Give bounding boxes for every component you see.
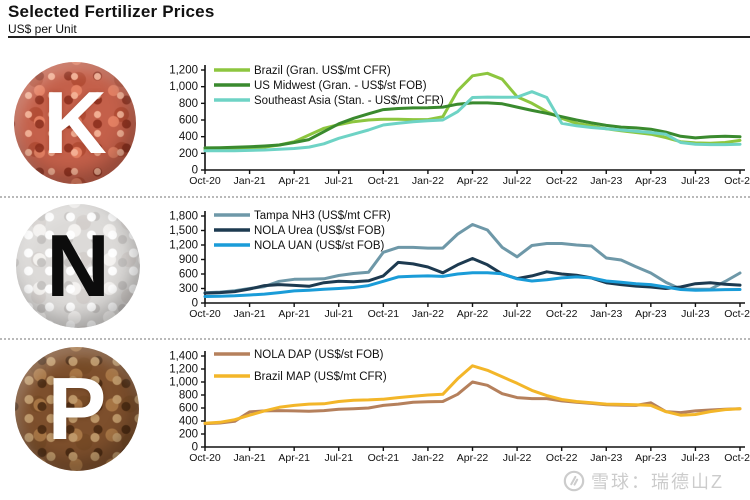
- legend-label-tampa-nh3-us-mt-cfr: Tampa NH3 (US$/mt CFR): [254, 210, 391, 222]
- legend-label-nola-uan-us-st-fob: NOLA UAN (US$/st FOB): [254, 240, 385, 252]
- x-tick-label: Oct-21: [368, 308, 400, 320]
- x-tick-label: Apr-22: [457, 452, 489, 464]
- x-tick-label: Jan-21: [234, 308, 266, 320]
- x-tick-label: Oct-22: [546, 452, 578, 464]
- x-tick-label: Apr-22: [457, 175, 489, 187]
- y-tick-label: 600: [179, 403, 198, 415]
- x-tick-label: Oct-23: [724, 452, 750, 464]
- x-tick-label: Jul-21: [324, 308, 353, 320]
- y-tick-label: 0: [192, 442, 198, 454]
- y-tick-label: 1,800: [169, 211, 198, 223]
- x-tick-label: Oct-22: [546, 308, 578, 320]
- potash-letter: K: [43, 73, 107, 172]
- y-tick-label: 200: [179, 148, 198, 160]
- x-tick-label: Oct-20: [189, 308, 221, 320]
- potash-sample-photo: K: [14, 62, 136, 184]
- y-tick-label: 0: [192, 165, 198, 177]
- potash-price-chart: 0 200 400 600 800 1,000 1,200 Oct-20 Jan-21 Apr-2…: [169, 65, 750, 188]
- x-tick-label: Apr-23: [635, 452, 667, 464]
- x-tick-label: Jul-22: [503, 308, 532, 320]
- legend-label-brazil-gran-us-mt-cfr: Brazil (Gran. US$/mt CFR): [254, 65, 391, 77]
- x-tick-label: Jul-23: [681, 308, 710, 320]
- y-tick-label: 1,400: [169, 351, 198, 363]
- x-tick-label: Jul-22: [503, 175, 532, 187]
- legend-label-brazil-map-us-mt-cfr: Brazil MAP (US$/mt CFR): [254, 371, 387, 383]
- x-tick-label: Oct-23: [724, 175, 750, 187]
- series-line-nola-urea-us-st-fob: [203, 257, 742, 295]
- legend-label-southeast-asia-stan-us-mt-cfr: Southeast Asia (Stan. - US$/mt CFR): [254, 95, 444, 107]
- y-tick-label: 300: [179, 283, 198, 295]
- y-tick-label: 400: [179, 416, 198, 428]
- x-tick-label: Jul-21: [324, 452, 353, 464]
- y-tick-label: 600: [179, 269, 198, 281]
- legend-label-nola-dap-us-st-fob: NOLA DAP (US$/st FOB): [254, 349, 384, 361]
- title-divider: [8, 36, 750, 38]
- watermark-text: 雪球：瑞德山Z: [591, 472, 724, 492]
- y-tick-label: 1,500: [169, 225, 198, 237]
- y-tick-label: 900: [179, 254, 198, 266]
- y-tick-label: 600: [179, 115, 198, 127]
- x-tick-label: Jul-22: [503, 452, 532, 464]
- x-tick-label: Oct-21: [368, 452, 400, 464]
- x-tick-label: Jan-21: [234, 175, 266, 187]
- y-tick-label: 0: [192, 298, 198, 310]
- y-tick-label: 800: [179, 98, 198, 110]
- series-line-brazil-map-us-mt-cfr: [203, 364, 742, 425]
- x-tick-label: Jul-21: [324, 175, 353, 187]
- x-tick-label: Apr-21: [278, 308, 310, 320]
- x-tick-label: Jan-23: [590, 452, 622, 464]
- x-tick-label: Oct-21: [368, 175, 400, 187]
- x-tick-label: Apr-23: [635, 308, 667, 320]
- x-tick-label: Apr-21: [278, 175, 310, 187]
- y-tick-label: 400: [179, 131, 198, 143]
- x-tick-label: Jan-23: [590, 308, 622, 320]
- x-tick-label: Oct-20: [189, 452, 221, 464]
- nitrogen-letter: N: [46, 216, 110, 315]
- page-title: Selected Fertilizer Prices: [8, 2, 215, 21]
- x-tick-label: Jan-22: [412, 175, 444, 187]
- legend-label-nola-urea-us-st-fob: NOLA Urea (US$/st FOB): [254, 225, 385, 237]
- legend-label-us-midwest-gran-us-st-fob: US Midwest (Gran. - US$/st FOB): [254, 80, 427, 92]
- x-tick-label: Oct-23: [724, 308, 750, 320]
- x-tick-label: Jan-22: [412, 308, 444, 320]
- y-tick-label: 1,200: [169, 65, 198, 77]
- x-tick-label: Jul-23: [681, 452, 710, 464]
- series-line-us-midwest-gran-us-st-fob: [203, 101, 742, 150]
- y-tick-label: 1,000: [169, 81, 198, 93]
- nitrogen-price-chart: 0 300 600 900 1,200 1,500 1,800 Oct-20 Jan-21 Apr…: [169, 210, 750, 320]
- x-tick-label: Apr-21: [278, 452, 310, 464]
- series-line-nola-uan-us-st-fob: [203, 271, 742, 298]
- phosphate-letter: P: [47, 359, 107, 458]
- x-tick-label: Oct-20: [189, 175, 221, 187]
- series-line-tampa-nh3-us-mt-cfr: [203, 223, 742, 295]
- watermark: 雪球：瑞德山Z: [563, 468, 724, 494]
- x-tick-label: Jul-23: [681, 175, 710, 187]
- series-line-nola-dap-us-st-fob: [203, 380, 742, 426]
- y-tick-label: 200: [179, 429, 198, 441]
- y-tick-label: 1,200: [169, 364, 198, 376]
- x-tick-label: Apr-23: [635, 175, 667, 187]
- x-tick-label: Jan-23: [590, 175, 622, 187]
- section-separator: [0, 338, 750, 340]
- page-subtitle: US$ per Unit: [8, 22, 77, 36]
- y-tick-label: 1,200: [169, 240, 198, 252]
- xueqiu-snowball-logo-icon: [563, 470, 585, 492]
- series-line-southeast-asia-stan-us-mt-cfr: [203, 90, 742, 153]
- section-separator: [0, 196, 750, 198]
- nitrogen-sample-photo: N: [16, 204, 140, 328]
- y-tick-label: 1,000: [169, 377, 198, 389]
- x-tick-label: Oct-22: [546, 175, 578, 187]
- y-tick-label: 800: [179, 390, 198, 402]
- x-tick-label: Jan-21: [234, 452, 266, 464]
- phosphate-sample-photo: P: [15, 347, 139, 471]
- x-tick-label: Apr-22: [457, 308, 489, 320]
- x-tick-label: Jan-22: [412, 452, 444, 464]
